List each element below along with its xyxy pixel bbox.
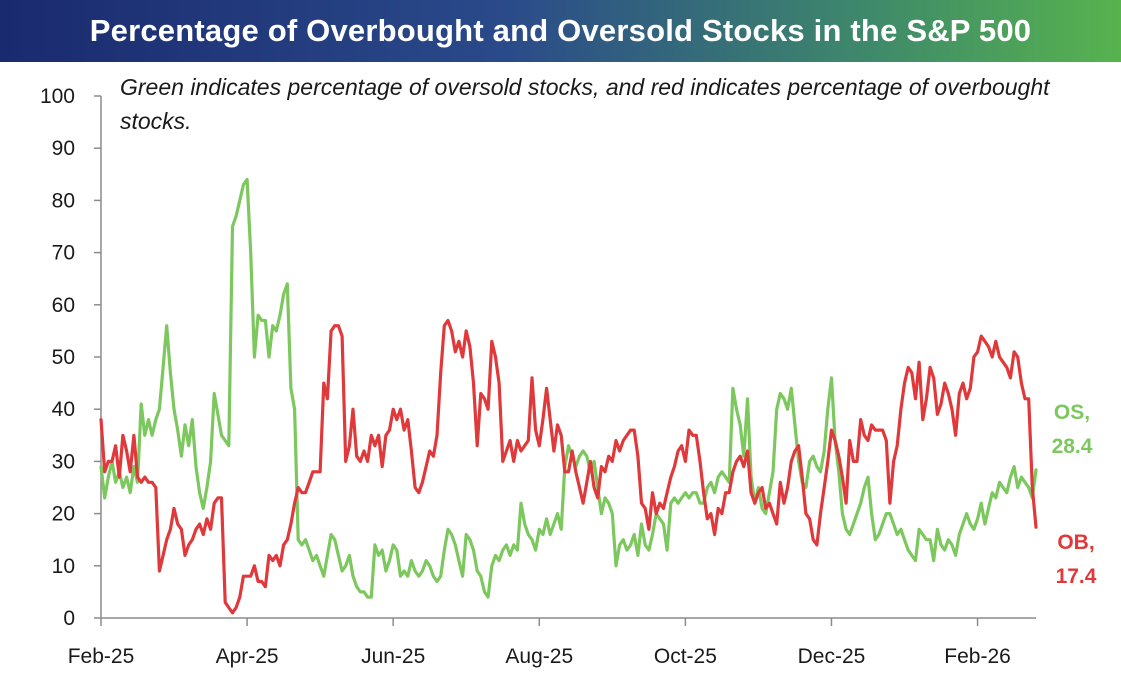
x-tick-label: Aug-25 (505, 645, 573, 668)
y-tick-label: 50 (52, 346, 75, 369)
title-bar: Percentage of Overbought and Oversold St… (0, 0, 1121, 62)
end-labels-layer: OS, 28.4 OB, 17.4 (1052, 401, 1097, 588)
series-layer (99, 177, 1038, 615)
x-tick-label: Feb-26 (944, 645, 1011, 668)
overbought-series-line (99, 318, 1038, 615)
y-tick-label: 0 (63, 607, 75, 630)
y-tick-label: 30 (52, 450, 75, 473)
y-tick-label: 100 (40, 85, 75, 108)
x-tick-label: Dec-25 (798, 645, 866, 668)
y-tick-label: 70 (52, 242, 75, 265)
y-tick-label: 40 (52, 398, 75, 421)
y-tick-label: 60 (52, 294, 75, 317)
overbought-end-label-name: OB, (1057, 531, 1094, 554)
overbought-end-label-value: 17.4 (1056, 565, 1097, 588)
oversold-series-line (99, 177, 1038, 599)
x-tick-label: Apr-25 (216, 645, 279, 668)
oversold-end-label-value: 28.4 (1052, 435, 1093, 458)
chart-title: Percentage of Overbought and Oversold St… (89, 13, 1032, 48)
y-tick-label: 10 (52, 555, 75, 578)
x-tick-label: Feb-25 (68, 645, 135, 668)
oversold-end-label-name: OS, (1054, 401, 1090, 424)
x-tick-label: Oct-25 (654, 645, 717, 668)
y-tick-label: 20 (52, 503, 75, 526)
y-tick-label: 90 (52, 137, 75, 160)
x-tick-label: Jun-25 (361, 645, 425, 668)
axes-layer: 0 10 20 30 40 50 60 70 80 90 100 Feb-25 Apr-25 Jun-25… (40, 85, 1036, 668)
chart-subtitle: Green indicates percentage of oversold s… (120, 74, 1050, 134)
y-tick-label: 80 (52, 189, 75, 212)
